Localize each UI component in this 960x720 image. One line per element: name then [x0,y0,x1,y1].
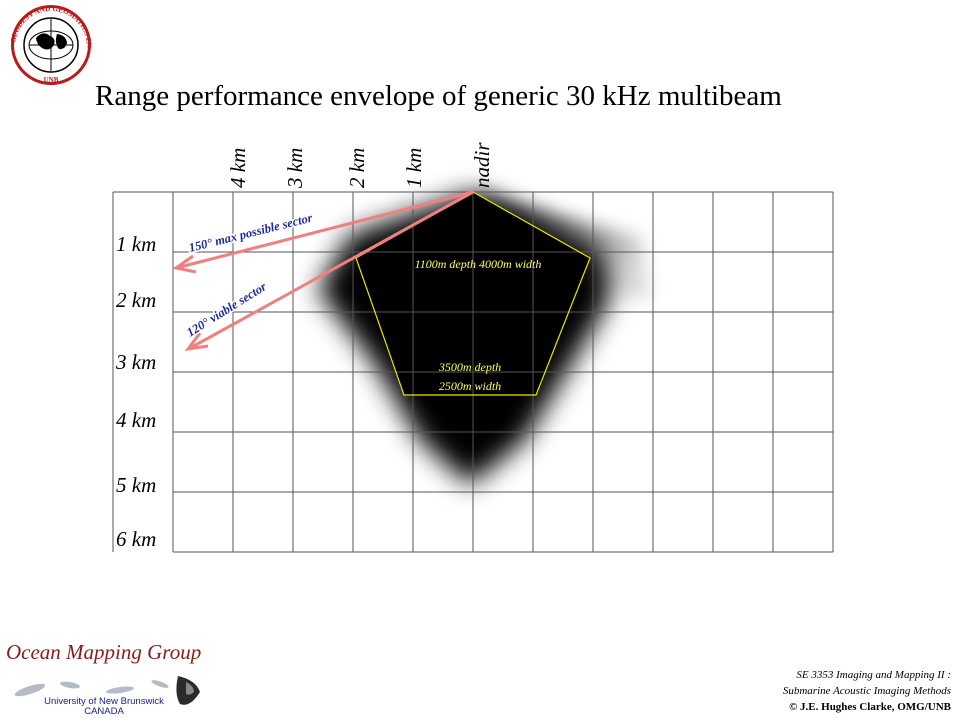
top-label-nadir: nadir [470,142,494,188]
footer-topic: Submarine Acoustic Imaging Methods [782,685,951,697]
sector-150-arrow [179,190,474,269]
sector-120-arrow [191,190,474,349]
depth-label-1km: 1 km [116,232,156,256]
sector-120-arrowhead [184,332,209,352]
course-footer: SE 3353 Imaging and Mapping II : Submari… [783,667,951,715]
omg-university-name: University of New Brunswick [44,696,164,707]
coverage-shading [318,192,650,485]
lower-envelope-label-depth: 3500m depth [438,360,501,374]
sector-150-arrowhead [172,254,197,274]
depth-label-3km: 3 km [115,350,156,374]
top-label-4km: 4 km [226,148,250,188]
sector-arrows [172,190,474,352]
top-label-3km: 3 km [283,148,307,189]
seal-bottom-text: UNB [44,76,59,84]
depth-label-2km: 2 km [116,288,156,312]
depth-label-5km: 5 km [116,473,156,497]
footer-course: SE 3353 Imaging and Mapping II : [796,669,951,681]
omg-university: University of New Brunswick CANADA [44,697,164,717]
omg-logo-icon [0,638,222,720]
unb-seal-icon: GEODESY AND GEOMATICS ENGINEERING UNB [3,2,93,85]
depth-label-6km: 6 km [116,527,156,551]
depth-label-4km: 4 km [116,408,156,432]
top-label-1km: 1 km [402,148,426,188]
footer-copyright: © J.E. Hughes Clarke, OMG/UNB [789,701,951,713]
lower-envelope-label-width: 2500m width [439,379,501,393]
omg-country: CANADA [84,706,124,717]
omg-name: Ocean Mapping Group [6,640,202,664]
sector-120-label: 120° viable sector [184,279,269,339]
upper-envelope-label: 1100m depth 4000m width [415,257,542,271]
top-label-2km: 2 km [345,148,369,188]
slide-title: Range performance envelope of generic 30… [95,80,782,112]
grid [112,191,834,553]
